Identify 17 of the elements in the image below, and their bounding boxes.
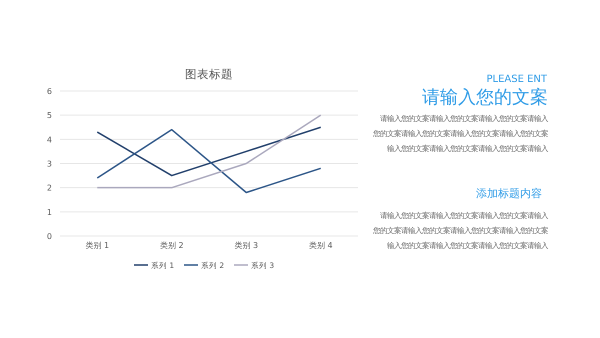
y-tick-label: 0 (46, 232, 52, 241)
y-tick-label: 1 (46, 208, 52, 217)
text: 请输入您的文案 (422, 87, 548, 109)
x-tick-label: 类别 4 (308, 241, 333, 250)
text: PLEASE ENT (486, 74, 547, 85)
text: 添加标题内容 (476, 186, 542, 201)
y-tick-label: 3 (46, 160, 52, 168)
y-tick-label: 4 (46, 135, 52, 144)
x-tick-label: 类别 2 (160, 241, 184, 250)
x-tick-label: 类别 1 (85, 241, 110, 250)
y-tick-label: 2 (46, 184, 52, 193)
y-tick-label: 6 (46, 87, 52, 96)
line-series (96, 126, 322, 176)
chart-title: 图表标题 (185, 67, 233, 81)
x-tick-label: 类别 3 (234, 241, 258, 250)
line-series (96, 128, 322, 194)
y-tick-label: 5 (46, 111, 52, 120)
